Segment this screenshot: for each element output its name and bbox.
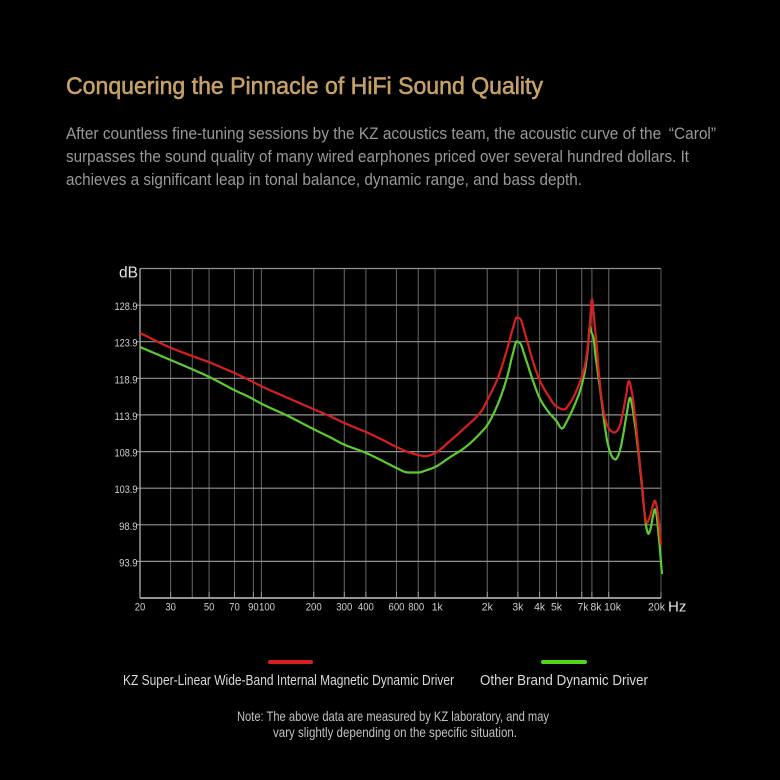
svg-text:70: 70 <box>229 602 240 614</box>
svg-text:Hz: Hz <box>668 598 686 615</box>
svg-text:dB: dB <box>119 265 138 282</box>
svg-text:113.9: 113.9 <box>115 411 138 423</box>
svg-text:10k: 10k <box>604 602 622 614</box>
svg-text:50: 50 <box>204 602 215 614</box>
svg-text:200: 200 <box>306 602 322 614</box>
svg-text:2k: 2k <box>482 602 494 614</box>
svg-text:5k: 5k <box>551 602 563 614</box>
svg-text:800: 800 <box>408 602 424 614</box>
svg-text:98.9: 98.9 <box>119 521 137 533</box>
svg-text:4k: 4k <box>534 602 546 614</box>
svg-text:118.9: 118.9 <box>115 374 138 386</box>
svg-text:7k: 7k <box>578 602 590 614</box>
svg-text:1k: 1k <box>432 602 444 614</box>
svg-text:20k: 20k <box>648 602 666 614</box>
svg-text:600: 600 <box>389 602 405 614</box>
svg-text:20: 20 <box>135 602 146 614</box>
svg-text:128.9: 128.9 <box>115 301 138 313</box>
svg-text:93.9: 93.9 <box>119 557 137 569</box>
svg-text:3k: 3k <box>512 602 524 614</box>
svg-text:100: 100 <box>259 602 275 614</box>
svg-text:123.9: 123.9 <box>115 338 138 350</box>
svg-text:90: 90 <box>248 602 259 614</box>
svg-text:108.9: 108.9 <box>115 448 138 460</box>
svg-text:300: 300 <box>336 602 352 614</box>
svg-text:30: 30 <box>165 602 176 614</box>
svg-text:400: 400 <box>358 602 374 614</box>
svg-text:8k: 8k <box>591 602 603 614</box>
svg-text:103.9: 103.9 <box>115 484 138 496</box>
